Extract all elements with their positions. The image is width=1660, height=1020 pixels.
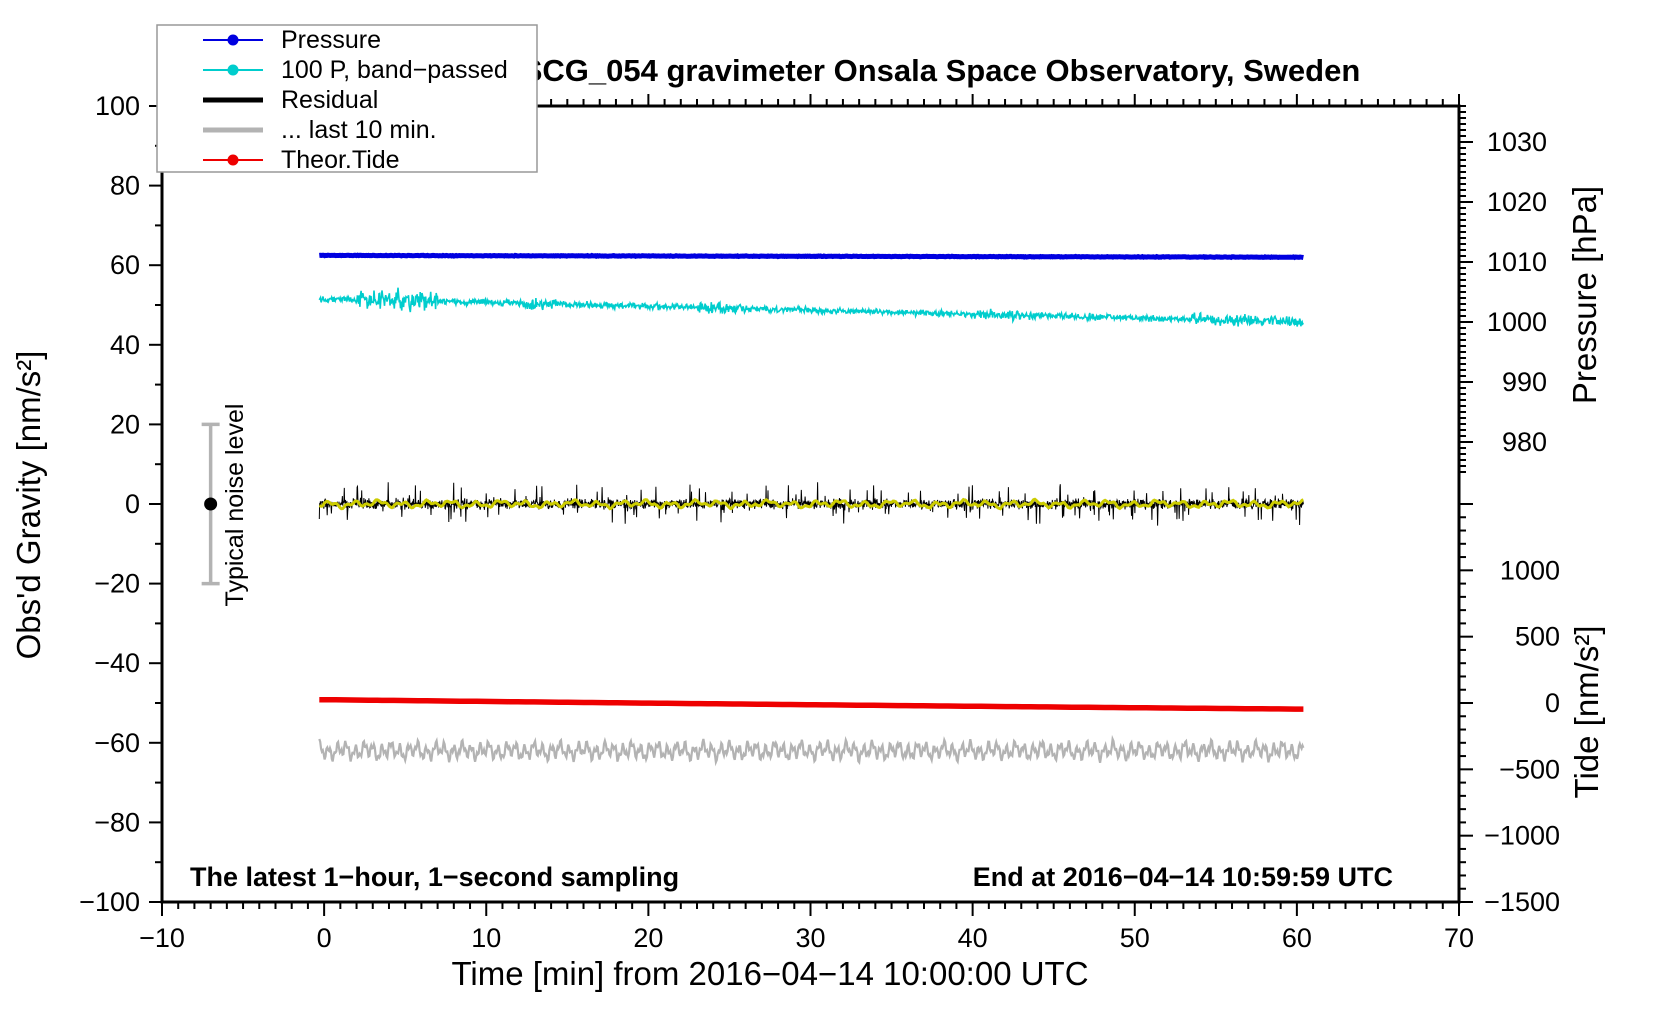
pressure-tick-label: 1000 [1487, 307, 1547, 337]
x-tick-label: 0 [317, 923, 332, 953]
pressure-tick-label: 990 [1502, 367, 1547, 397]
tide-tick-label: −1000 [1484, 821, 1560, 851]
pressure-axis-ticks: 1030 1020 1010 1000 990 980 [1459, 105, 1547, 473]
x-tick-label: 10 [471, 923, 501, 953]
legend-label: ... last 10 min. [281, 116, 437, 144]
legend-item-pressure: Pressure [203, 26, 381, 54]
pressure-tick-label: 980 [1502, 427, 1547, 457]
x-tick-label: 30 [795, 923, 825, 953]
noise-bar-center-dot [204, 497, 218, 511]
x-tick-label: −10 [139, 923, 185, 953]
pressure-tick-label: 1030 [1487, 127, 1547, 157]
legend-label: 100 P, band−passed [281, 56, 508, 84]
gravity-tick-label: −60 [94, 728, 140, 758]
series-pressure [319, 252, 1304, 261]
legend-label: Theor.Tide [281, 146, 400, 174]
x-tick-label: 40 [958, 923, 988, 953]
tide-tick-label: 0 [1545, 688, 1560, 718]
chart-title: SCG_054 gravimeter Onsala Space Observat… [522, 53, 1361, 88]
legend-label: Pressure [281, 26, 381, 54]
noise-error-bar [201, 422, 220, 586]
tide-tick-label: −500 [1499, 754, 1560, 784]
legend-item-residual: Residual [203, 86, 378, 114]
gravity-tick-label: −100 [79, 887, 140, 917]
gravity-tick-label: −80 [94, 807, 140, 837]
pressure-axis-title: Pressure [hPa] [1566, 186, 1603, 404]
legend-item-last-10-min: ... last 10 min. [203, 116, 437, 144]
plot-frame [160, 104, 1461, 904]
legend-item-theor-tide: Theor.Tide [203, 146, 400, 174]
tide-axis-title: Tide [nm/s²] [1568, 626, 1605, 799]
end-time-note: End at 2016−04−14 10:59:59 UTC [973, 862, 1393, 892]
tide-tick-label: −1500 [1484, 887, 1560, 917]
left-axis-title: Obs'd Gravity [nm/s²] [10, 351, 47, 660]
gravity-tick-label: 100 [95, 91, 140, 121]
series-band_passed [318, 287, 1305, 327]
pressure-tick-label: 1010 [1487, 247, 1547, 277]
gravity-tick-label: −40 [94, 648, 140, 678]
gravity-tick-label: −20 [94, 569, 140, 599]
x-axis-title: Time [min] from 2016−04−14 10:00:00 UTC [451, 955, 1088, 992]
gravity-tick-label: 40 [110, 330, 140, 360]
series-theor_tide [319, 696, 1304, 712]
pressure-tick-label: 1020 [1487, 187, 1547, 217]
series-residual_smoothed [318, 497, 1304, 511]
left-axis-ticks: 100 80 60 40 20 0 −20 −40 −60 −80 −100 [79, 91, 162, 917]
x-tick-label: 20 [633, 923, 663, 953]
legend-dot-marker [227, 34, 239, 46]
gravity-tick-label: 20 [110, 409, 140, 439]
noise-level-label: Typical noise level [221, 404, 249, 607]
gravity-tick-label: 80 [110, 171, 140, 201]
legend-dot-marker [227, 154, 239, 166]
gravity-tick-label: 60 [110, 250, 140, 280]
x-tick-label: 60 [1282, 923, 1312, 953]
sampling-note: The latest 1−hour, 1−second sampling [190, 862, 679, 892]
x-tick-label: 70 [1444, 923, 1474, 953]
x-tick-label: 50 [1120, 923, 1150, 953]
gravity-tick-label: 0 [125, 489, 140, 519]
legend-dot-marker [227, 64, 239, 76]
legend: Pressure 100 P, band−passed Residual ...… [156, 24, 538, 174]
series-last_10_min [318, 734, 1305, 767]
tide-tick-label: 500 [1515, 622, 1560, 652]
x-axis-ticks: −10 0 10 20 30 40 50 60 70 [139, 94, 1474, 953]
legend-item-band-passed: 100 P, band−passed [203, 56, 508, 84]
series-group [318, 252, 1305, 767]
legend-label: Residual [281, 86, 378, 114]
tide-axis-ticks: 1000 500 0 −500 −1000 −1500 [1459, 502, 1560, 917]
tide-tick-label: 1000 [1500, 555, 1560, 585]
